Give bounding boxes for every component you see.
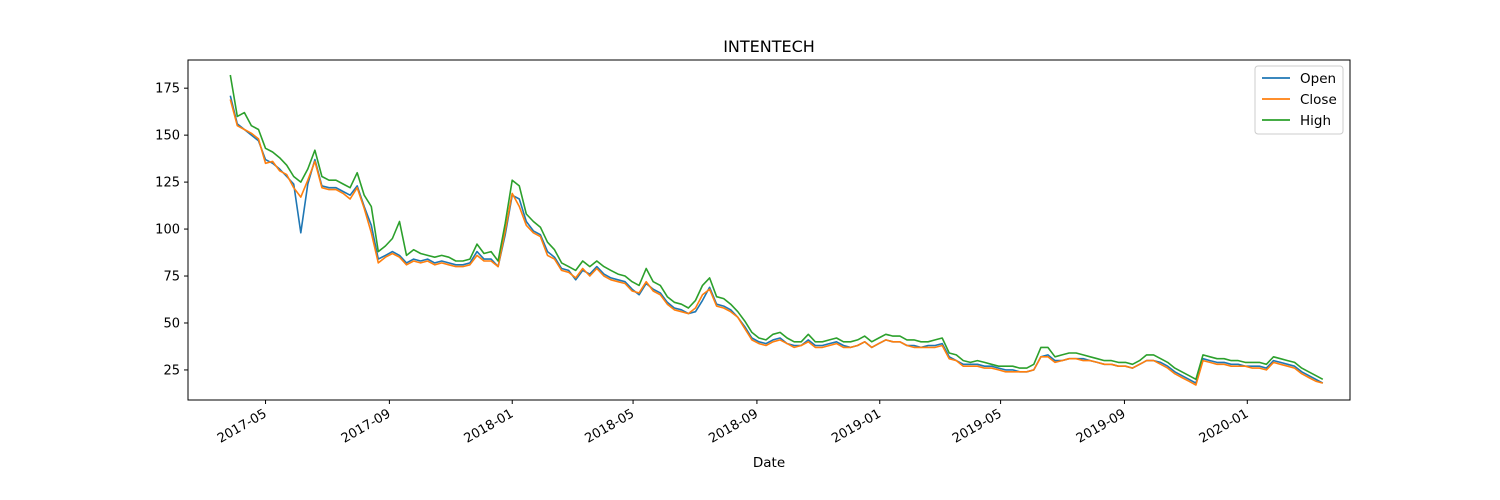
y-tick-label: 50 [163, 316, 180, 331]
series-layer [229, 74, 1324, 386]
plot-frame [187, 59, 1351, 401]
y-tick-label: 150 [155, 129, 180, 144]
legend-label-open: Open [1300, 71, 1336, 87]
y-tick-label: 175 [155, 82, 180, 97]
y-tick-label: 75 [163, 270, 180, 285]
y-tick-label: 125 [155, 176, 180, 191]
legend: Open Close High [1254, 65, 1344, 135]
series-line-close [229, 99, 1324, 386]
legend-label-high: High [1300, 113, 1331, 129]
chart-title: INTENTECH [723, 37, 815, 56]
legend-box [1254, 65, 1344, 135]
y-tick-label: 100 [155, 223, 180, 238]
x-axis-label: Date [753, 455, 785, 471]
plot-area [187, 59, 1351, 401]
y-tick-label: 25 [163, 363, 180, 378]
legend-label-close: Close [1300, 92, 1337, 108]
series-line-high [229, 74, 1324, 381]
y-axis: 25 50 75 100 125 150 175 [155, 82, 188, 378]
